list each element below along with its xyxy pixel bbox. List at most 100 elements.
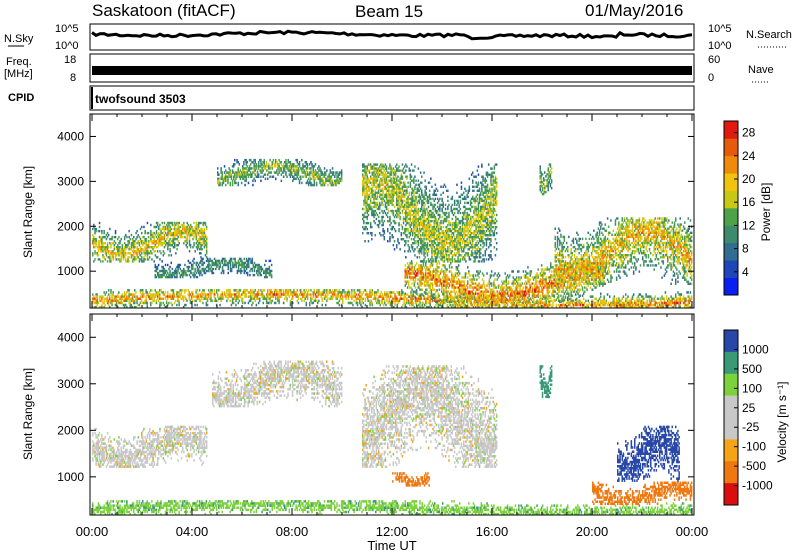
echo-cell <box>160 273 162 277</box>
echo-cell <box>227 261 229 265</box>
echo-cell <box>175 233 177 237</box>
echo-cell <box>244 167 246 170</box>
echo-cell <box>410 175 413 178</box>
echo-cell <box>414 187 416 190</box>
echo-cell <box>101 237 103 241</box>
echo-cell <box>204 271 207 275</box>
cpid-label: CPID <box>8 92 34 104</box>
echo-cell <box>134 244 136 247</box>
echo-cell <box>107 256 110 259</box>
echo-cell <box>204 254 207 257</box>
echo-cell <box>164 242 167 245</box>
echo-cell <box>239 173 242 176</box>
echo-cell <box>270 275 273 279</box>
echo-cell <box>151 246 153 249</box>
echo-cell <box>204 242 207 245</box>
echo-cell <box>207 265 209 269</box>
echo-cell <box>123 248 126 251</box>
echo-cell <box>222 179 225 183</box>
echo-cell <box>168 275 170 279</box>
echo-cell <box>235 261 237 265</box>
echo-cell <box>137 250 139 253</box>
echo-cell <box>178 231 180 235</box>
echo-cell <box>147 250 150 253</box>
echo-cell <box>243 261 245 265</box>
echo-cell <box>244 261 247 265</box>
echo-cell <box>178 233 180 237</box>
echo-cell <box>197 244 200 247</box>
echo-cell <box>169 275 171 279</box>
echo-cell <box>163 242 166 245</box>
echo-cell <box>106 235 109 239</box>
echo-cell <box>105 248 108 251</box>
echo-cell <box>414 165 416 168</box>
freq-panel-frame <box>89 53 695 83</box>
echo-cell <box>177 231 179 235</box>
echo-cell <box>414 248 416 251</box>
echo-cell <box>182 223 184 227</box>
echo-cell <box>131 246 134 249</box>
echo-cell <box>112 250 114 253</box>
echo-cell <box>415 183 417 186</box>
echo-cell <box>127 258 129 261</box>
echo-cell <box>150 246 152 249</box>
echo-cell <box>169 221 171 225</box>
echo-cell <box>188 235 191 239</box>
echo-cell <box>210 265 212 269</box>
echo-cell <box>212 271 215 275</box>
echo-cell <box>143 295 145 298</box>
echo-cell <box>156 223 159 227</box>
echo-cell <box>102 248 104 251</box>
echo-cell <box>168 273 170 277</box>
echo-cell <box>211 259 213 263</box>
echo-cell <box>106 231 109 235</box>
echo-cell <box>246 271 249 275</box>
echo-cell <box>203 231 206 235</box>
echo-cell <box>118 246 120 249</box>
echo-cell <box>203 269 206 273</box>
echo-cell <box>278 301 280 305</box>
noise-sky-label: N.Sky <box>4 33 34 45</box>
echo-cell <box>196 275 199 279</box>
echo-cell <box>224 259 226 263</box>
echo-cell <box>237 171 239 174</box>
echo-cell <box>265 269 267 273</box>
echo-cell <box>105 237 108 241</box>
echo-cell <box>175 252 177 255</box>
echo-cell <box>181 275 184 279</box>
echo-cell <box>231 169 234 172</box>
echo-cell <box>111 242 113 245</box>
echo-cell <box>109 242 111 245</box>
echo-cell <box>119 252 121 255</box>
echo-cell <box>150 233 152 237</box>
echo-cell <box>203 229 206 233</box>
echo-cell <box>199 265 201 269</box>
echo-cell <box>340 179 343 183</box>
echo-cell <box>201 257 203 261</box>
echo-cell <box>106 248 109 251</box>
echo-cell <box>173 273 176 277</box>
echo-cell <box>114 258 117 261</box>
echo-cell <box>98 248 101 251</box>
echo-cell <box>137 233 139 237</box>
echo-cell <box>93 244 95 247</box>
echo-cell <box>238 269 241 273</box>
echo-cell <box>145 240 147 243</box>
echo-cell <box>197 223 200 227</box>
echo-cell <box>435 193 438 196</box>
echo-cell <box>181 273 184 277</box>
echo-cell <box>387 229 389 233</box>
echo-cell <box>144 252 146 255</box>
echo-cell <box>155 242 158 245</box>
echo-cell <box>130 233 133 237</box>
echo-cell <box>97 246 100 249</box>
echo-cell <box>156 221 159 225</box>
echo-cell <box>235 173 237 176</box>
echo-cell <box>191 265 193 269</box>
echo-cell <box>431 219 433 223</box>
echo-cell <box>187 229 190 233</box>
echo-cell <box>187 231 190 235</box>
echo-cell <box>427 250 430 253</box>
echo-cell <box>159 227 161 231</box>
echo-cell <box>200 235 202 239</box>
